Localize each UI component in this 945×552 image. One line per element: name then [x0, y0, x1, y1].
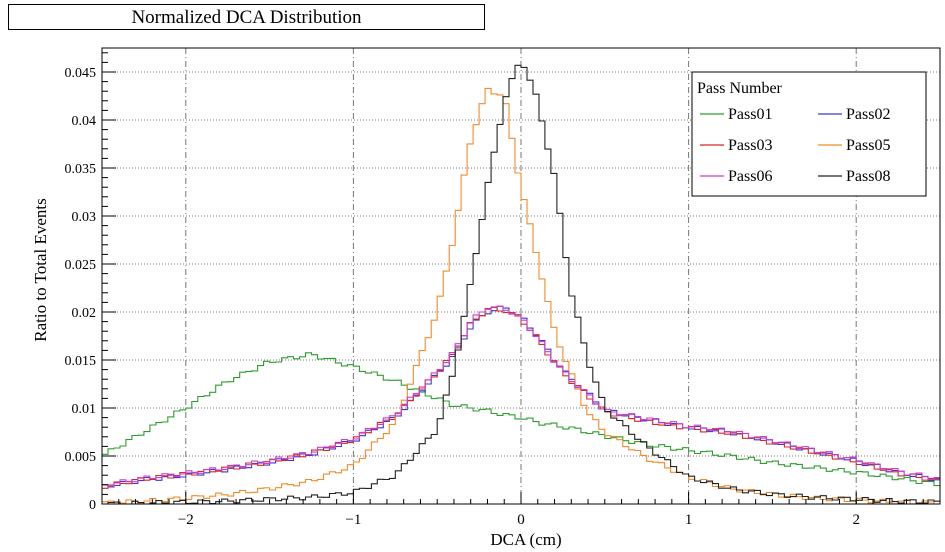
legend-label: Pass01 [728, 106, 772, 123]
y-tick-label: 0.005 [65, 450, 97, 465]
series-line-pass01 [102, 352, 940, 487]
series-line-pass02 [102, 305, 940, 488]
y-tick-label: 0.04 [72, 114, 97, 129]
series-lines [102, 64, 940, 505]
y-tick-label: 0.015 [65, 354, 97, 369]
x-tick-label: 1 [685, 512, 693, 528]
legend-title: Pass Number [697, 80, 783, 97]
legend-label: Pass02 [846, 106, 890, 123]
y-tick-label: 0.02 [72, 306, 97, 321]
x-tick-label: −2 [178, 512, 194, 528]
y-tick-label: 0.03 [72, 210, 97, 225]
legend-label: Pass05 [846, 137, 890, 154]
x-axis-label: DCA (cm) [490, 530, 561, 549]
y-tick-label: 0.035 [65, 162, 97, 177]
x-tick-label: −1 [345, 512, 361, 528]
legend-label: Pass08 [846, 168, 890, 185]
x-tick-label: 2 [852, 512, 860, 528]
y-tick-label: 0.01 [72, 402, 97, 417]
x-tick-label: 0 [517, 512, 525, 528]
y-axis-label: Ratio to Total Events [31, 198, 50, 341]
y-tick-label: 0 [89, 498, 96, 513]
series-line-pass06 [102, 305, 940, 487]
y-tick-label: 0.045 [65, 66, 97, 81]
legend-box [691, 71, 927, 197]
chart-title: Normalized DCA Distribution [131, 7, 362, 28]
chart-title-box: Normalized DCA Distribution [8, 4, 485, 30]
y-tick-label: 0.025 [65, 258, 97, 273]
legend-items: Pass01 Pass02 Pass03 Pass05 Pass06 Pass08 [700, 106, 890, 185]
legend-label: Pass06 [728, 168, 772, 185]
legend-label: Pass03 [728, 137, 772, 154]
series-line-pass08 [102, 64, 940, 505]
axis-ticks: −2 −1 0 1 2 0 0.005 0.01 0.015 0.02 0.025 0.03 0.035… [65, 52, 941, 528]
